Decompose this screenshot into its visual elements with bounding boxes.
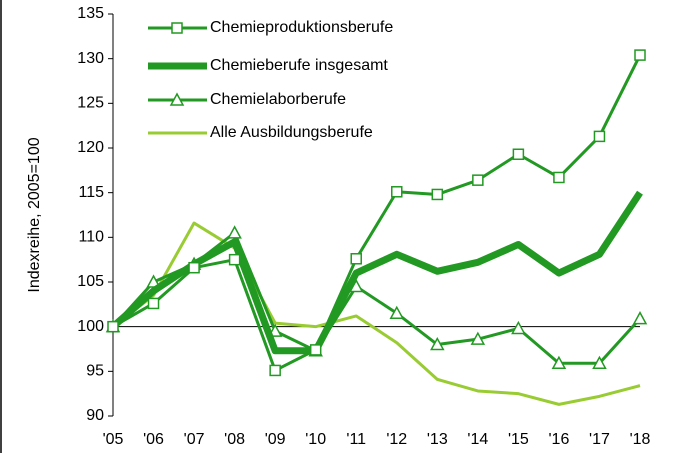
data-point (228, 253, 241, 266)
data-point (470, 331, 486, 345)
y-tick-label: 105 (77, 273, 104, 290)
x-tick-label: '08 (224, 431, 245, 448)
y-tick-label: 100 (77, 318, 104, 335)
x-tick-label: '09 (265, 431, 286, 448)
series-line (111, 231, 642, 365)
data-point (553, 171, 565, 184)
data-point (269, 364, 281, 377)
data-point (593, 130, 606, 143)
y-tick-label: 110 (78, 229, 104, 246)
x-tick-label: '12 (386, 431, 407, 448)
y-tick-label: 95 (86, 363, 104, 380)
y-tick-label: 130 (77, 50, 104, 67)
data-point (227, 225, 242, 239)
x-tick-label: '06 (143, 431, 164, 448)
data-point (389, 305, 405, 320)
y-tick-label: 120 (77, 139, 104, 156)
series-line (110, 190, 643, 355)
data-point (391, 186, 403, 198)
y-tick-label: 90 (86, 407, 104, 424)
data-point (350, 253, 362, 265)
data-point (592, 355, 607, 370)
x-tick-label: '15 (508, 431, 529, 448)
legend-label: Alle Ausbildungsberufe (210, 124, 373, 141)
legend-label: Chemielaborberufe (210, 91, 346, 108)
y-axis-label: Indexreihe, 2005=100 (26, 137, 43, 292)
x-tick-label: '16 (548, 431, 569, 448)
series-line (112, 54, 642, 372)
y-tick-label: 125 (77, 95, 104, 112)
legend-marker (169, 92, 185, 106)
data-point (634, 49, 646, 61)
x-tick-label: '14 (467, 431, 488, 448)
series-line (112, 221, 641, 406)
x-tick-label: '10 (305, 431, 326, 448)
y-tick-label: 135 (77, 5, 104, 22)
data-point (551, 355, 567, 370)
data-point (430, 336, 445, 351)
x-tick-label: '05 (103, 431, 124, 448)
y-tick-label: 115 (78, 184, 104, 201)
x-tick-label: '11 (346, 431, 366, 448)
legend-marker (171, 22, 183, 34)
data-point (309, 344, 322, 356)
x-tick-label: '13 (427, 431, 448, 448)
data-point (147, 297, 160, 310)
data-point (431, 188, 444, 201)
data-point (188, 261, 200, 274)
data-point (107, 320, 119, 333)
legend-label: Chemieproduktionsberufe (210, 19, 393, 36)
data-point (632, 311, 648, 325)
x-tick-label: '17 (589, 431, 610, 448)
x-tick-label: '07 (184, 431, 205, 448)
x-tick-label: '18 (630, 431, 651, 448)
data-point (512, 148, 525, 161)
data-point (472, 174, 484, 186)
legend-label: Chemieberufe insgesamt (210, 57, 388, 74)
data-point (511, 320, 526, 335)
